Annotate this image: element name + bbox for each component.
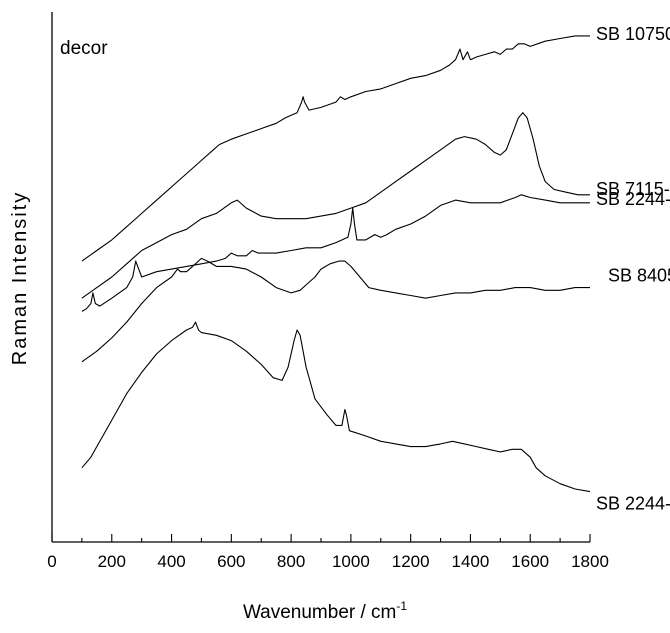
x-tick-label-1200: 1200 xyxy=(392,552,430,571)
x-tick-label-1800: 1800 xyxy=(571,552,609,571)
series-label: SB 8405 xyxy=(608,266,670,286)
series-line-sb-2244-9 xyxy=(81,194,590,312)
spectra-series xyxy=(81,35,591,493)
x-tick-label-1600: 1600 xyxy=(511,552,549,571)
x-axis-ticks: 0 200 400 600 800 1000 1200 1400 1600 1800 xyxy=(47,534,609,571)
y-axis-label: Raman Intensity xyxy=(9,191,31,366)
x-axis-label: Wavenumber / cm-1 xyxy=(243,599,407,623)
series-line-sb-7115-1 xyxy=(81,112,590,299)
x-axis-label-superscript: -1 xyxy=(396,599,407,613)
series-label: SB 2244-8 xyxy=(596,494,670,514)
series-line-sb-8405 xyxy=(81,257,590,363)
x-tick-label-600: 600 xyxy=(217,552,245,571)
series-label: SB 10750 xyxy=(596,24,670,44)
series-line-sb-10750 xyxy=(81,35,590,262)
x-tick-label-800: 800 xyxy=(277,552,305,571)
series-line-sb-2244-8 xyxy=(81,321,591,493)
series-labels: SB 10750 SB 7115-1SB 2244-9 SB 8405 SB 2244… xyxy=(596,24,670,514)
x-tick-label-200: 200 xyxy=(98,552,126,571)
x-tick-label-1400: 1400 xyxy=(452,552,490,571)
x-axis-label-text: Wavenumber / cm xyxy=(243,602,396,623)
x-tick-label-1000: 1000 xyxy=(332,552,370,571)
x-tick-label-400: 400 xyxy=(157,552,185,571)
x-tick-label-0: 0 xyxy=(47,552,56,571)
series-label: SB 2244-9 xyxy=(596,189,670,209)
series-label: SB 7115-1 xyxy=(596,179,670,199)
panel-label: decor xyxy=(60,38,108,59)
